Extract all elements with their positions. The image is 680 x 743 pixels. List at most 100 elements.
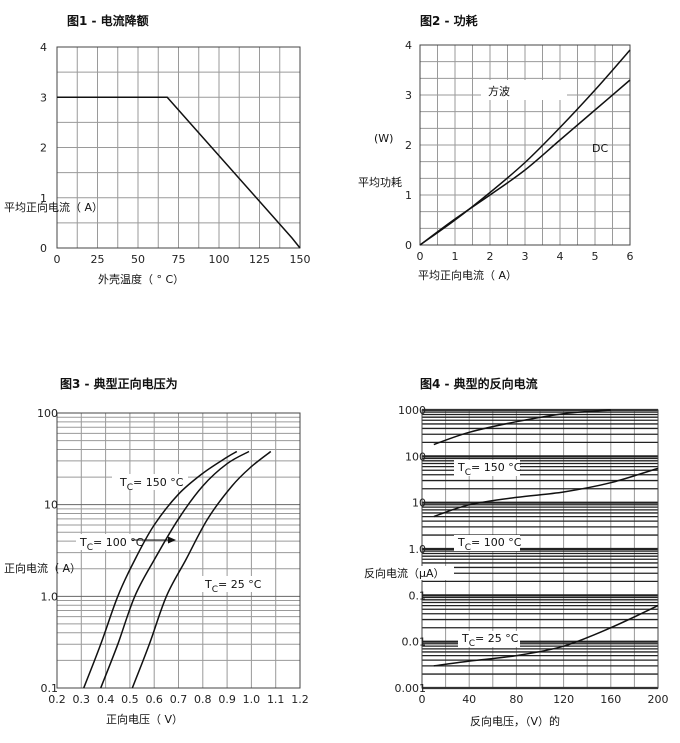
x-tick-label: 120: [553, 693, 574, 706]
series-lines: [83, 450, 272, 689]
arrow-head-icon: [168, 536, 176, 544]
x-tick-label: 0.9: [218, 693, 236, 706]
series-label-3: TC= 25 °C: [204, 578, 262, 595]
x-axis-label: 反向电压，（V）的: [470, 714, 560, 728]
y-tick-label: 3: [405, 89, 412, 102]
series-lines: [433, 409, 659, 667]
series-line-1: [419, 49, 631, 246]
x-tick-label: 100: [209, 253, 230, 266]
label-mask: [454, 460, 520, 476]
plot-frame: [56, 412, 301, 689]
x-tick-label: 25: [91, 253, 105, 266]
y-tick-label: 2: [40, 142, 47, 155]
x-tick-label: 0: [419, 693, 426, 706]
label-mask: [481, 80, 567, 100]
label-mask: [458, 631, 520, 647]
y-axis-label: 平均正向电流（ A）: [4, 200, 103, 214]
axis-ticks: 0 25 50 75 100 125 150 0 1 2 3 4: [40, 41, 311, 266]
plot-frame: [419, 44, 631, 246]
series-label-1: TC= 150 °C: [119, 476, 184, 493]
y-tick-label: 0: [40, 242, 47, 255]
chart-title: 图4 - 典型的反向电流: [420, 376, 538, 391]
chart-forward-voltage: 图3 - 典型正向电压为 0.2 0.3 0.4 0.5 0.6 0.7 0.8 0.9 1.0…: [4, 376, 309, 726]
label-mask: [454, 535, 520, 551]
y-axis-label: 正向电流（ A）: [4, 561, 81, 575]
plot-grid: [56, 46, 301, 249]
x-tick-label: 40: [462, 693, 476, 706]
y-tick-label: 0.1: [41, 682, 59, 695]
x-tick-label: 0.5: [121, 693, 139, 706]
x-tick-label: 5: [592, 250, 599, 263]
y-axis-unit: (W): [374, 132, 393, 145]
series-lines: [57, 96, 301, 249]
series-label-2: TC= 100 °C: [457, 536, 522, 553]
series-lines: [419, 49, 631, 246]
x-tick-label: 75: [172, 253, 186, 266]
plot-grid: [56, 412, 301, 689]
series-line-2: [100, 450, 250, 689]
chart-current-derating: 图1 - 电流降额 0 25 50 75 100 125 150 0 1 2 3 4 平均正向电流（ …: [4, 13, 311, 286]
y-tick-label: 4: [405, 39, 412, 52]
y-tick-label: 0.01: [402, 636, 427, 649]
x-axis-label: 正向电压（ V）: [106, 712, 183, 726]
x-tick-label: 0.6: [145, 693, 163, 706]
chart-power-dissipation: 图2 - 功耗 0 1 2 3 4 5 6 0 1 2 3 4 方波 DC (W) 平均功耗 平均正向…: [358, 13, 634, 282]
x-tick-label: 6: [627, 250, 634, 263]
series-labels: TC= 150 °C TC= 100 °C TC= 25 °C: [79, 476, 262, 595]
x-tick-label: 200: [648, 693, 669, 706]
label-mask: [201, 576, 263, 592]
x-tick-label: 0.4: [97, 693, 115, 706]
x-tick-label: 1.0: [243, 693, 261, 706]
y-tick-label: 3: [40, 91, 47, 104]
x-tick-label: 0.2: [48, 693, 66, 706]
x-tick-label: 1.2: [291, 693, 309, 706]
x-tick-label: 0.8: [194, 693, 212, 706]
plot-frame: [421, 409, 659, 689]
label-mask: [362, 566, 454, 580]
y-tick-label: 10: [44, 499, 58, 512]
label-mask: [112, 474, 188, 490]
x-tick-label: 0.7: [170, 693, 188, 706]
plot-grid: [419, 44, 631, 246]
x-axis-label: 外壳温度（ ° C）: [98, 272, 184, 286]
axis-ticks: 0.2 0.3 0.4 0.5 0.6 0.7 0.8 0.9 1.0 1.1 1.2 0.1 1.0 1…: [37, 407, 309, 706]
y-tick-label: 0: [405, 239, 412, 252]
chart-title: 图3 - 典型正向电压为: [60, 376, 178, 391]
y-tick-label: 1.0: [41, 590, 59, 603]
y-axis-label: 平均功耗: [358, 176, 402, 189]
axis-ticks: 0 1 2 3 4 5 6 0 1 2 3 4: [405, 39, 634, 263]
y-tick-label: 10: [412, 497, 426, 510]
series-label-3: TC= 25 °C: [461, 632, 519, 649]
y-tick-label: 0.1: [409, 589, 427, 602]
y-tick-label: 100: [37, 407, 58, 420]
x-tick-label: 160: [600, 693, 621, 706]
y-axis-label: 反向电流（μA）: [364, 566, 445, 580]
series-line-2: [433, 467, 659, 518]
x-tick-label: 80: [509, 693, 523, 706]
series-line-1: [433, 409, 611, 446]
series-label-2: TC= 100 °C: [79, 536, 144, 553]
series-line-1: [57, 96, 301, 249]
x-tick-label: 0: [417, 250, 424, 263]
y-tick-label: 1: [405, 189, 412, 202]
series-line-3: [131, 450, 272, 689]
label-mask: [76, 534, 142, 550]
chart-title: 图1 - 电流降额: [67, 13, 149, 28]
x-tick-label: 50: [131, 253, 145, 266]
x-tick-label: 4: [557, 250, 564, 263]
y-tick-label: 2: [405, 139, 412, 152]
series-line-3: [433, 604, 659, 667]
x-tick-label: 3: [522, 250, 529, 263]
y-tick-label: 4: [40, 41, 47, 54]
x-tick-label: 2: [487, 250, 494, 263]
axis-ticks: 0 40 80 120 160 200 0.001 0.01 0.1 1.0 10 100 1000: [395, 404, 669, 706]
y-tick-label: 100: [405, 450, 426, 463]
y-tick-label: 1000: [398, 404, 426, 417]
series-line-1: [83, 450, 238, 689]
y-tick-label: 0.001: [395, 682, 427, 695]
series-label-1: TC= 150 °C: [457, 461, 522, 478]
x-tick-label: 0.3: [73, 693, 91, 706]
chart-reverse-current: 图4 - 典型的反向电流 0 40 80 120 160 200 0.001 0.01 0.1 1…: [362, 376, 669, 728]
chart-title: 图2 - 功耗: [420, 13, 478, 28]
